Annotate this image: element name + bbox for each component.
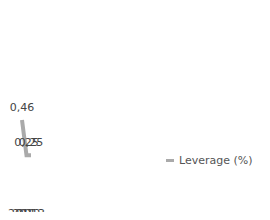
svg-text:0,46: 0,46 [10,101,35,114]
svg-text:0,25: 0,25 [19,136,44,149]
html-text:Leverage (%): Leverage (%) [179,154,253,167]
svg-text:2013: 2013 [17,207,45,212]
